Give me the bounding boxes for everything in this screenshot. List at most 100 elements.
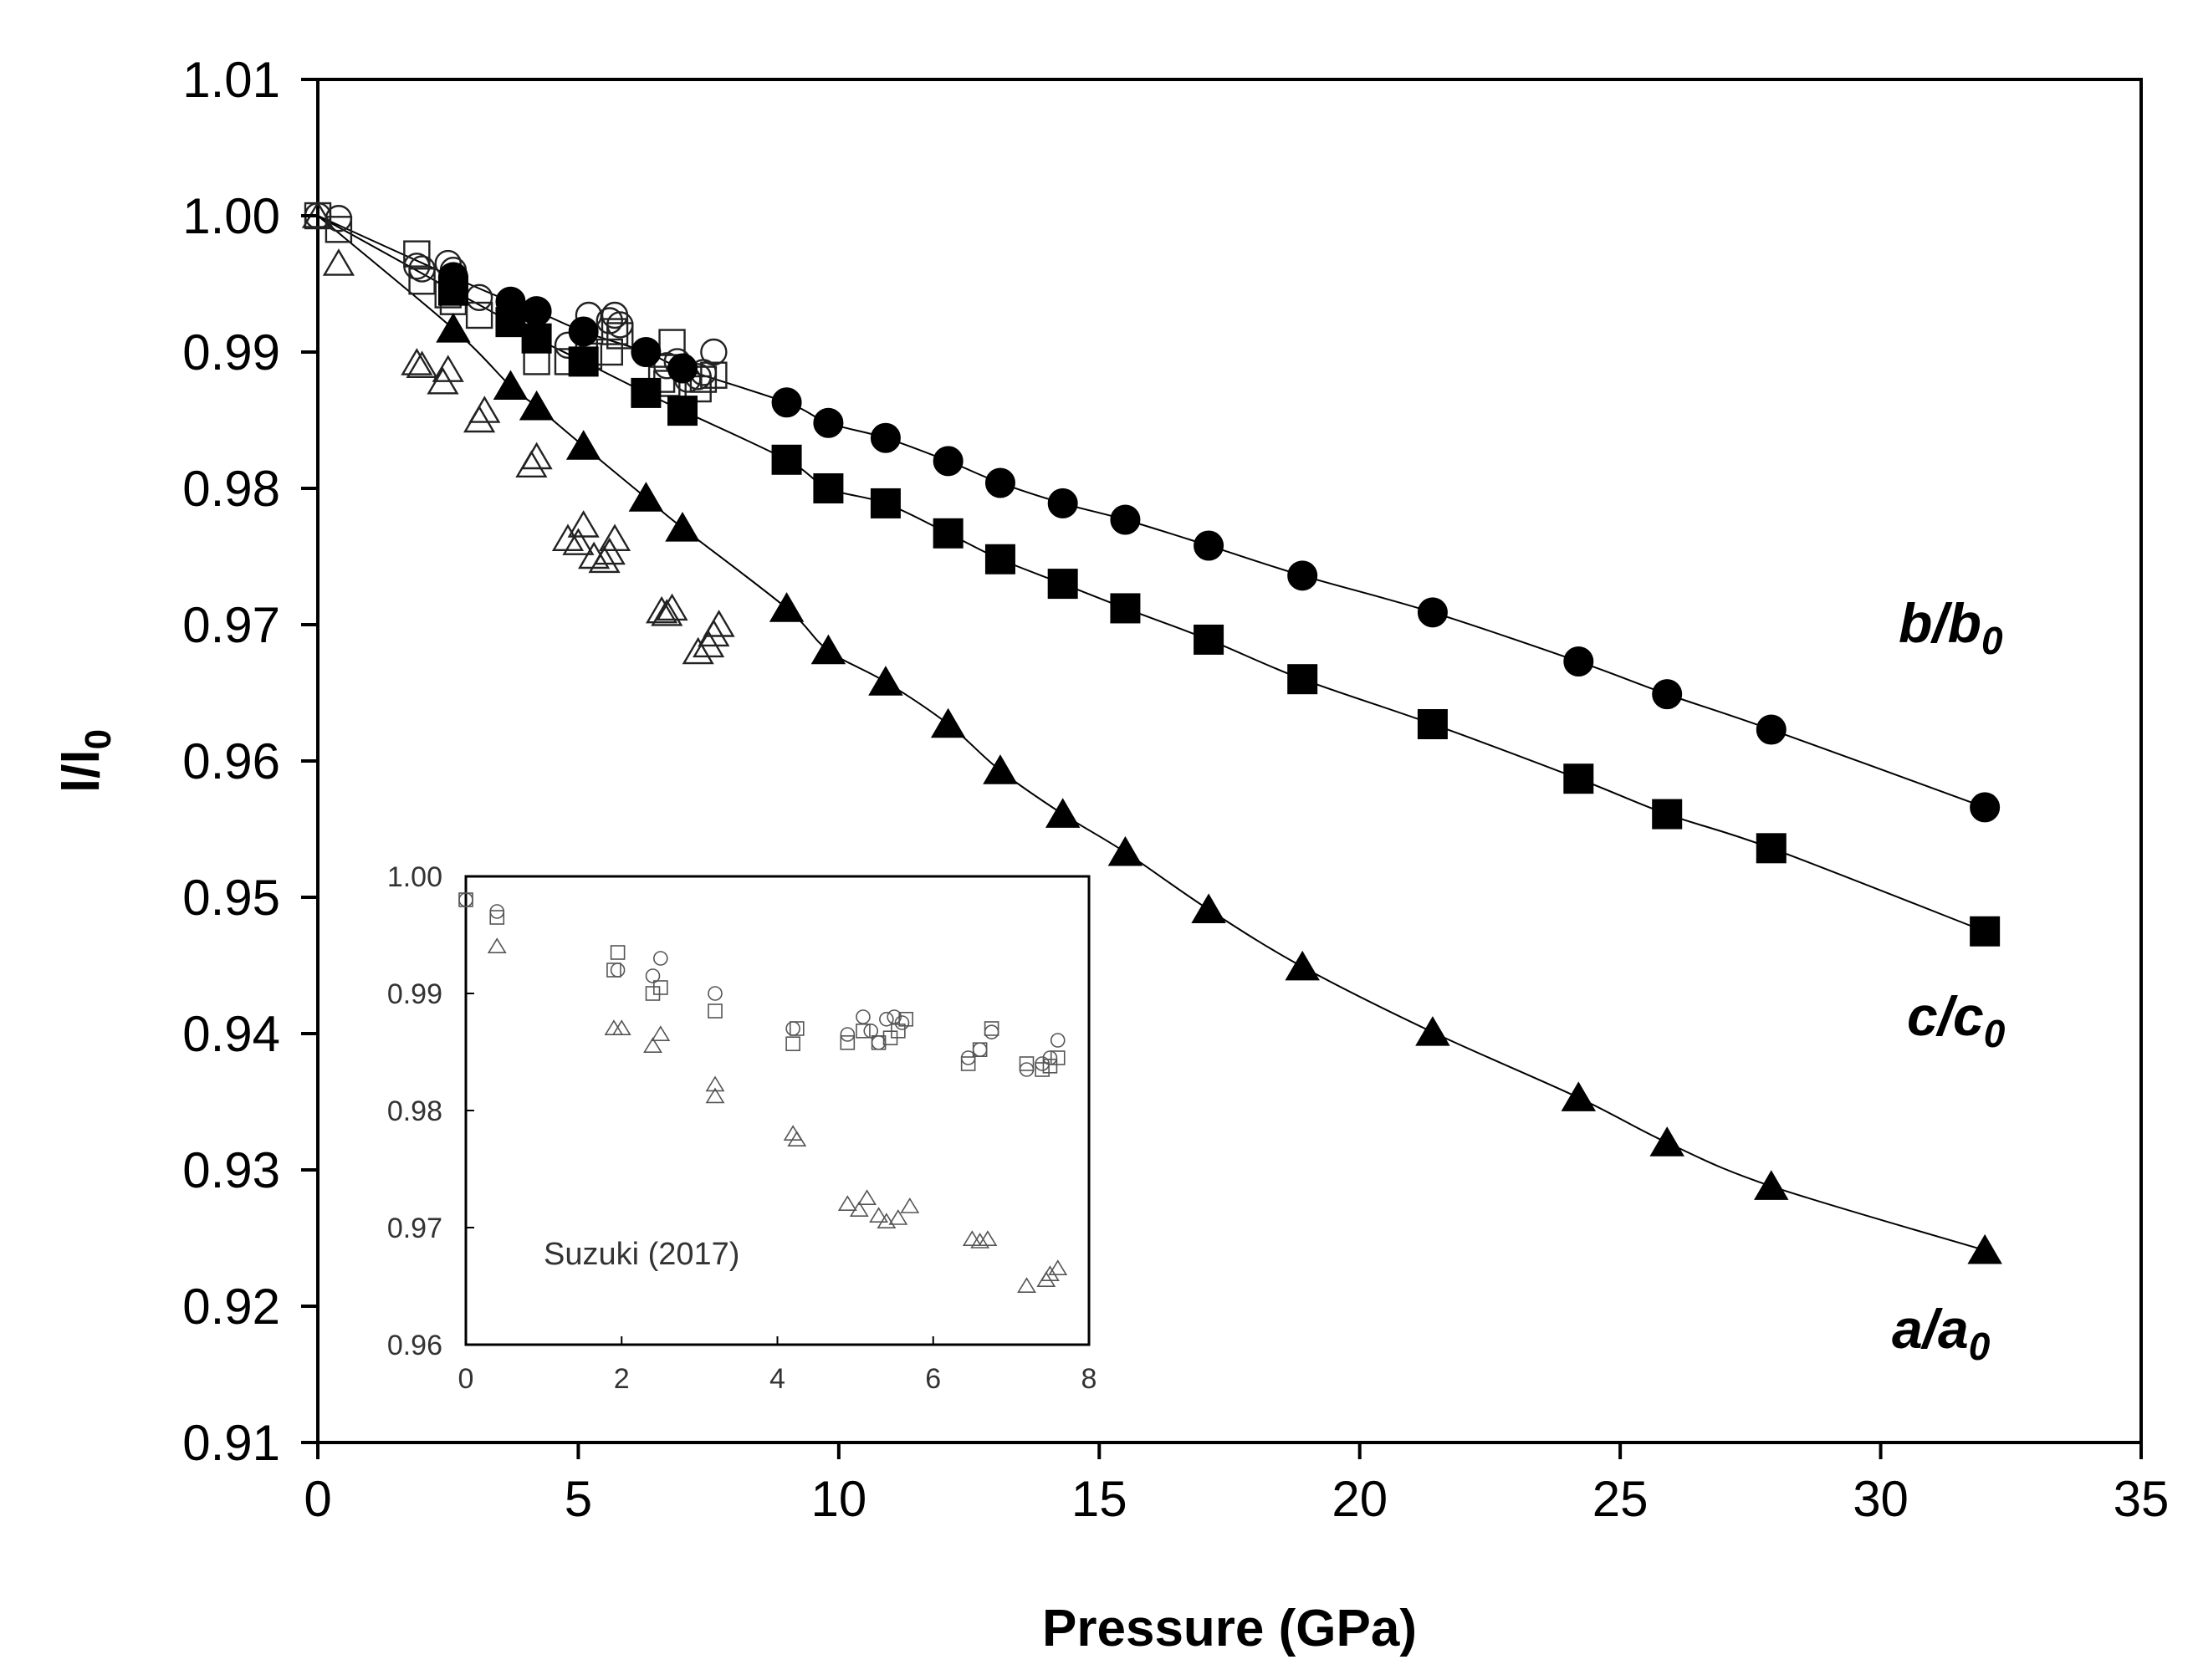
data-point-open-triangle [682, 636, 714, 665]
data-point-filled-circle [631, 337, 662, 367]
inset-data-point-open-square [891, 1024, 906, 1039]
data-point-filled-circle [1417, 597, 1448, 628]
data-point-filled-circle [1047, 488, 1078, 518]
inset-data-point-open-circle [863, 1024, 879, 1039]
inset-x-tick-label: 2 [614, 1363, 630, 1395]
data-point-filled-triangle [1285, 950, 1320, 981]
inset-data-point-open-circle [1050, 1033, 1066, 1048]
inset-data-point-open-square [1050, 1050, 1066, 1065]
data-point-filled-circle [933, 446, 964, 477]
data-point-open-triangle [322, 248, 355, 276]
data-point-filled-triangle [1415, 1016, 1450, 1046]
data-point-filled-circle [870, 422, 901, 453]
data-point-open-triangle [551, 523, 585, 552]
data-point-filled-triangle [983, 754, 1018, 784]
data-point-open-triangle [468, 396, 501, 423]
x-tick-label: 0 [304, 1471, 331, 1527]
inset-data-point-open-circle [879, 1012, 894, 1027]
data-point-filled-triangle [1561, 1081, 1597, 1111]
inset-data-point-open-triangle [962, 1230, 982, 1246]
x-tick-label: 35 [2114, 1471, 2170, 1527]
inset-data-point-open-square [856, 1024, 871, 1039]
data-point-filled-square [984, 544, 1015, 574]
inset-data-point-open-triangle [837, 1195, 857, 1211]
x-axis-title: Pressure (GPa) [1042, 1600, 1417, 1657]
y-tick-label: 0.92 [182, 1279, 280, 1335]
data-point-filled-triangle [1967, 1233, 2002, 1264]
data-point-open-triangle [562, 528, 595, 555]
data-point-filled-triangle [1191, 893, 1226, 923]
inset-data-point-open-square [789, 1021, 805, 1036]
x-tick-label: 25 [1592, 1471, 1649, 1527]
data-point-filled-square [568, 346, 599, 377]
data-point-open-triangle [593, 537, 626, 565]
inset-data-point-open-circle [894, 1015, 910, 1030]
data-point-open-triangle [645, 595, 678, 624]
data-point-filled-triangle [436, 313, 471, 343]
inset-markers [458, 892, 1068, 1293]
data-point-filled-square [437, 275, 468, 306]
data-point-filled-triangle [769, 592, 805, 622]
data-point-filled-circle [667, 353, 698, 384]
data-point-filled-circle [1563, 646, 1594, 677]
series-label-c: c/c0 [1907, 985, 2006, 1055]
inset-data-point-open-triangle [487, 937, 507, 953]
data-point-filled-circle [1194, 530, 1224, 561]
data-point-filled-circle [813, 407, 844, 438]
data-point-open-triangle [703, 610, 735, 637]
data-point-filled-square [870, 488, 901, 518]
inset-data-point-open-triangle [705, 1075, 725, 1092]
inset-data-point-open-square [1042, 1059, 1058, 1074]
data-point-open-triangle [598, 523, 631, 552]
data-point-filled-triangle [1754, 1170, 1789, 1200]
data-point-filled-circle [568, 316, 599, 347]
data-point-open-square [465, 301, 493, 329]
data-point-filled-circle [1756, 714, 1787, 745]
inset-data-point-open-square [606, 963, 621, 978]
data-point-open-triangle [401, 348, 433, 375]
inset-data-point-open-circle [887, 1009, 902, 1024]
inset-data-point-open-square [984, 1021, 999, 1036]
inset-x-tick-label: 6 [925, 1363, 941, 1395]
inset-data-point-open-circle [840, 1027, 856, 1042]
data-point-filled-square [495, 307, 526, 338]
inset-data-point-open-square [785, 1036, 800, 1051]
x-tick-label: 30 [1853, 1471, 1909, 1527]
y-tick-label: 0.98 [182, 461, 280, 517]
x-tick-label: 15 [1071, 1471, 1127, 1527]
inset-data-point-open-square [840, 1035, 856, 1050]
data-point-open-square [601, 318, 629, 345]
y-tick-label: 1.00 [182, 188, 280, 244]
data-point-filled-circle [1652, 679, 1683, 710]
inset-data-point-open-triangle [978, 1230, 998, 1246]
data-point-filled-square [1563, 763, 1594, 794]
inset-data-point-open-square [489, 910, 505, 925]
data-point-filled-triangle [1649, 1126, 1684, 1157]
y-tick-label: 1.01 [182, 52, 280, 108]
inset-x-tick-label: 4 [769, 1363, 785, 1395]
inset-data-point-open-square [458, 892, 473, 907]
data-point-open-triangle [567, 510, 600, 538]
inset-data-point-open-square [645, 986, 661, 1001]
data-point-open-triangle [693, 630, 725, 658]
data-point-filled-square [1652, 799, 1683, 830]
inset-data-point-open-square [1035, 1062, 1050, 1077]
data-point-filled-circle [984, 467, 1015, 498]
data-point-open-square [606, 322, 634, 350]
data-point-filled-square [521, 323, 552, 354]
data-point-filled-triangle [665, 511, 700, 542]
data-point-open-square [403, 240, 431, 268]
data-point-filled-circle [1287, 560, 1318, 591]
inset-data-point-open-triangle [1017, 1277, 1036, 1293]
data-point-filled-triangle [868, 666, 903, 696]
data-point-filled-triangle [1045, 798, 1081, 828]
inset-data-point-open-triangle [900, 1197, 920, 1213]
data-point-filled-circle [1110, 504, 1141, 535]
inset-data-point-open-square [972, 1042, 988, 1057]
inset-ticks: 0.96 0.97 0.98 0.99 1.00 0 2 4 6 8 [387, 861, 1097, 1395]
data-point-filled-square [933, 518, 964, 549]
x-tick-label: 20 [1332, 1471, 1388, 1527]
y-tick-label: 0.91 [182, 1415, 280, 1471]
inset-data-point-open-circle [1042, 1050, 1058, 1065]
series-label-b: b/b0 [1899, 592, 2003, 662]
